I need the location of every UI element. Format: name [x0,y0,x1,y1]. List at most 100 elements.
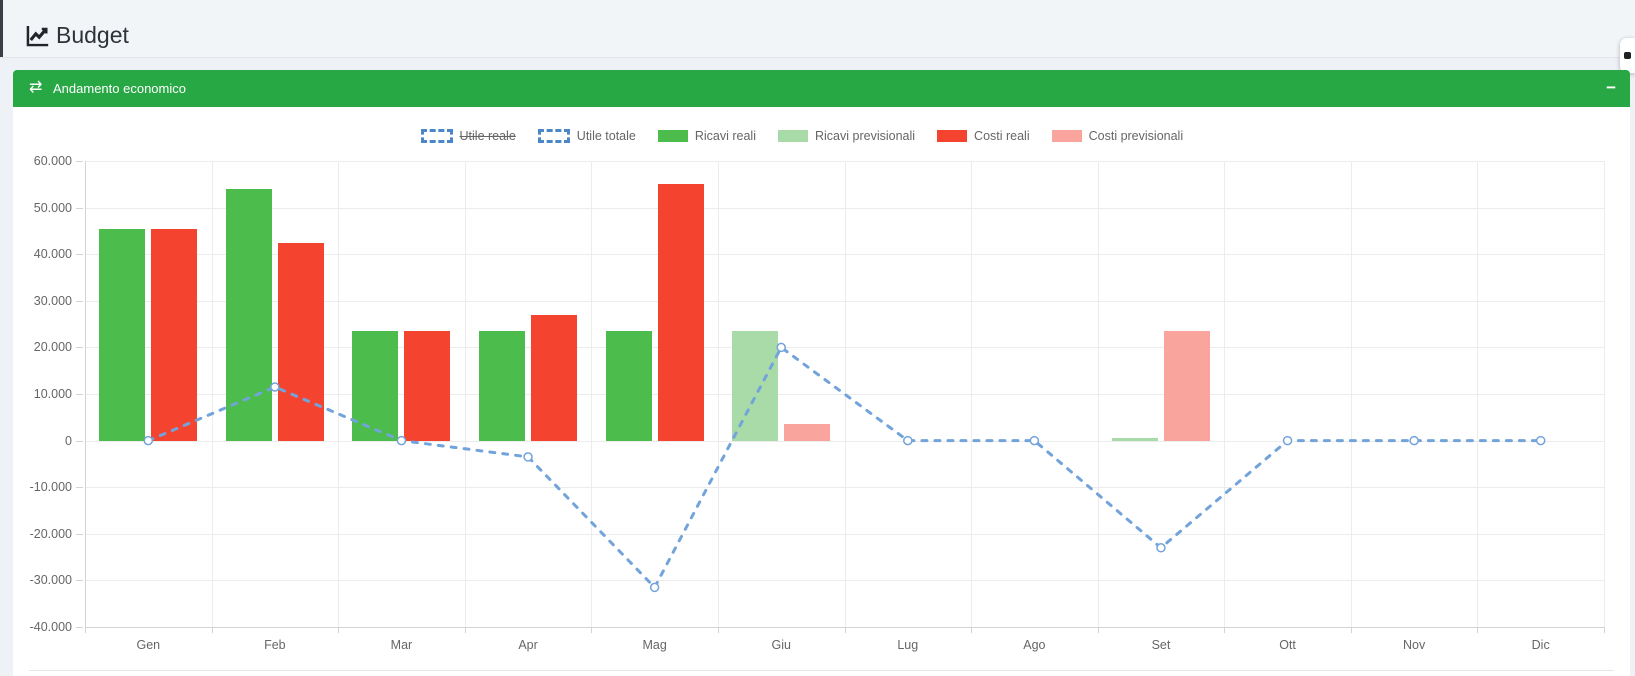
x-axis-tick [1604,627,1605,633]
line-series-utile-totale [143,342,1546,593]
legend-label: Utile totale [576,129,636,143]
bar-costi-previsionali-set[interactable] [1163,331,1210,441]
y-axis-tick [76,254,83,255]
x-axis-tick [1098,627,1099,633]
h-gridline [85,161,1604,162]
bar-ricavi-reali-gen[interactable] [99,228,146,441]
x-axis-label-nov: Nov [1403,638,1426,652]
y-axis-tick [76,441,83,442]
y-axis-label: 40.000 [33,247,72,261]
bar-costi-reali-mag[interactable] [657,184,704,441]
bar-costi-reali-gen[interactable] [151,228,198,441]
y-axis-label: -30.000 [29,573,72,587]
bar-costi-reali-mar[interactable] [404,331,451,441]
bar-ricavi-reali-mag[interactable] [605,331,652,441]
x-axis-label-set: Set [1151,638,1171,652]
bar-ricavi-reali-mar[interactable] [352,331,399,441]
x-axis-tick [1224,627,1225,633]
x-axis-label-lug: Lug [897,638,919,652]
y-axis-tick [76,627,83,628]
line-point-nov[interactable] [1409,435,1419,446]
collapse-panel-button[interactable]: − [1606,78,1616,97]
legend-label: Ricavi reali [694,129,756,143]
exchange-arrows-icon: ⇄ [29,79,43,96]
bar-ricavi-previsionali-giu[interactable] [732,331,779,441]
y-axis-line [85,161,86,627]
line-point-ago[interactable] [1029,435,1040,446]
settings-floating-button[interactable] [1620,38,1635,73]
v-gridline [1351,161,1352,627]
bar-ricavi-reali-apr[interactable] [479,331,526,441]
page-title: Budget [56,22,129,48]
h-gridline [85,441,1604,442]
legend-item-costi-reali[interactable]: Costi reali [937,129,1030,143]
y-axis-tick [76,487,83,488]
x-axis-label-apr: Apr [518,638,538,652]
y-axis-label: -40.000 [29,620,72,634]
x-axis-tick [465,627,466,633]
line-point-apr[interactable] [523,452,533,462]
legend-label: Costi previsionali [1088,129,1184,143]
x-axis-label-ago: Ago [1023,638,1046,652]
legend-item-ricavi-reali[interactable]: Ricavi reali [657,129,756,143]
top-bar: Budget [0,0,1635,58]
line-point-feb[interactable] [270,382,280,392]
x-axis-tick [85,627,86,633]
line-point-giu[interactable] [776,342,786,353]
y-axis-tick [76,301,83,302]
x-axis-tick [212,627,213,633]
legend-label: Costi reali [974,129,1030,143]
bar-color-swatch [1051,130,1082,142]
line-point-dic[interactable] [1535,435,1546,446]
line-point-set[interactable] [1156,543,1166,553]
legend-item-utile-totale[interactable]: Utile totale [537,129,636,143]
legend-item-ricavi-previsionali[interactable]: Ricavi previsionali [777,129,915,143]
bar-color-swatch [777,130,808,142]
panel-header: ⇄ Andamento economico − [13,70,1630,107]
line-point-lug[interactable] [903,435,913,446]
y-axis-label: -10.000 [29,480,72,494]
sidebar-edge [0,0,3,57]
y-axis-tick [76,208,83,209]
bar-ricavi-previsionali-set[interactable] [1111,438,1158,441]
y-axis-label: 50.000 [33,201,72,215]
y-axis-label: 30.000 [33,294,72,308]
bar-color-swatch [937,130,968,142]
h-gridline [85,534,1604,535]
legend-item-costi-previsionali[interactable]: Costi previsionali [1051,129,1184,143]
line-point-mar[interactable] [396,435,407,446]
v-gridline [465,161,466,627]
x-axis-tick [338,627,339,633]
y-axis-label: -20.000 [29,527,72,541]
x-axis-label-ott: Ott [1279,638,1296,652]
x-axis-tick [591,627,592,633]
v-gridline [971,161,972,627]
utile-totale-line [146,345,1543,589]
x-axis-label-feb: Feb [264,638,286,652]
line-point-ott[interactable] [1282,435,1293,446]
h-gridline [85,254,1604,255]
v-gridline [212,161,213,627]
bar-costi-previsionali-giu[interactable] [784,424,831,441]
bar-costi-reali-feb[interactable] [277,242,324,441]
line-point-gen[interactable] [143,435,154,446]
x-axis-label-gen: Gen [136,638,161,652]
x-axis-tick [718,627,719,633]
y-axis-tick [76,394,83,395]
h-gridline [85,347,1604,348]
legend-label: Utile reale [459,129,516,143]
y-axis-label: 0 [65,434,72,448]
line-point-mag[interactable] [649,582,660,593]
v-gridline [1098,161,1099,627]
bar-costi-reali-apr[interactable] [531,314,578,441]
x-axis-label-giu: Giu [771,638,791,652]
x-axis-label-dic: Dic [1531,638,1550,652]
x-axis-tick [971,627,972,633]
h-gridline [85,208,1604,209]
y-axis-tick [76,161,83,162]
h-gridline [85,580,1604,581]
x-axis-tick [1477,627,1478,633]
legend-item-utile-reale[interactable]: Utile reale [420,129,516,143]
